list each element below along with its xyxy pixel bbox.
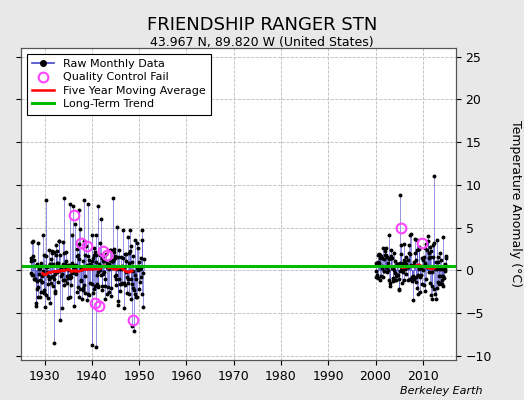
Legend: Raw Monthly Data, Quality Control Fail, Five Year Moving Average, Long-Term Tren: Raw Monthly Data, Quality Control Fail, …	[27, 54, 212, 115]
Y-axis label: Temperature Anomaly (°C): Temperature Anomaly (°C)	[509, 120, 522, 288]
Text: 43.967 N, 89.820 W (United States): 43.967 N, 89.820 W (United States)	[150, 36, 374, 49]
Text: FRIENDSHIP RANGER STN: FRIENDSHIP RANGER STN	[147, 16, 377, 34]
Text: Berkeley Earth: Berkeley Earth	[400, 386, 482, 396]
